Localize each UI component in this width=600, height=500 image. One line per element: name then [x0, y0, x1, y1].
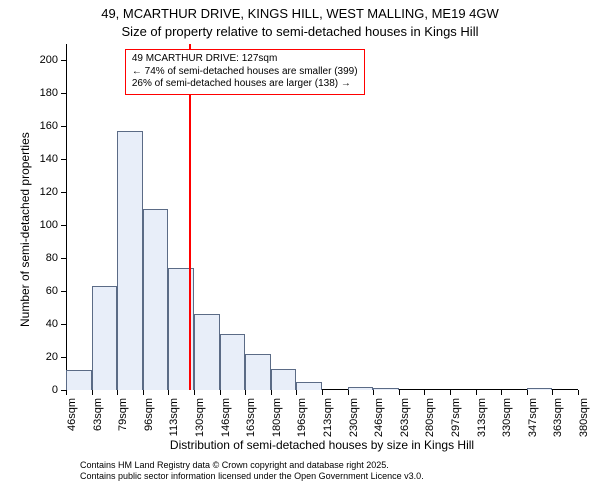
y-tick-label: 80 — [28, 252, 58, 264]
x-tick — [168, 390, 169, 395]
histogram-bar — [117, 131, 143, 390]
credits-line: Contains public sector information licen… — [80, 471, 424, 482]
x-tick — [271, 390, 272, 395]
x-tick-label: 79sqm — [117, 398, 129, 438]
x-tick-label: 297sqm — [450, 398, 462, 438]
histogram-bar — [527, 388, 553, 390]
x-tick — [117, 390, 118, 395]
y-tick — [61, 324, 66, 325]
histogram-bar — [245, 354, 271, 390]
x-tick-label: 113sqm — [168, 398, 180, 438]
y-tick — [61, 291, 66, 292]
x-tick — [92, 390, 93, 395]
y-tick-label: 120 — [28, 186, 58, 198]
x-tick-label: 313sqm — [476, 398, 488, 438]
x-tick — [552, 390, 553, 395]
x-axis-label: Distribution of semi-detached houses by … — [66, 438, 578, 452]
histogram-bar — [143, 209, 169, 390]
x-tick — [194, 390, 195, 395]
x-tick-label: 130sqm — [194, 398, 206, 438]
chart-wrapper: 49, MCARTHUR DRIVE, KINGS HILL, WEST MAL… — [0, 0, 600, 500]
histogram-bar — [220, 334, 246, 390]
x-tick-label: 163sqm — [245, 398, 257, 438]
plot-area: 49 MCARTHUR DRIVE: 127sqm← 74% of semi-d… — [66, 44, 578, 390]
y-tick-label: 100 — [28, 219, 58, 231]
histogram-bar — [66, 370, 92, 390]
chart-title-line2: Size of property relative to semi-detach… — [0, 24, 600, 40]
x-tick-label: 347sqm — [527, 398, 539, 438]
x-tick — [578, 390, 579, 395]
y-tick — [61, 60, 66, 61]
x-tick — [450, 390, 451, 395]
histogram-bar — [296, 382, 322, 390]
x-tick-label: 63sqm — [92, 398, 104, 438]
histogram-bar — [92, 286, 118, 390]
x-tick — [527, 390, 528, 395]
y-tick — [61, 225, 66, 226]
y-tick-label: 200 — [28, 54, 58, 66]
annotation-line: ← 74% of semi-detached houses are smalle… — [132, 66, 358, 79]
x-tick-label: 380sqm — [578, 398, 590, 438]
annotation-line: 49 MCARTHUR DRIVE: 127sqm — [132, 53, 358, 66]
x-tick — [66, 390, 67, 395]
x-tick — [476, 390, 477, 395]
x-tick — [322, 390, 323, 395]
x-tick — [245, 390, 246, 395]
x-tick — [424, 390, 425, 395]
y-tick — [61, 159, 66, 160]
x-tick-label: 146sqm — [220, 398, 232, 438]
y-axis-line — [66, 44, 67, 390]
y-tick-label: 180 — [28, 87, 58, 99]
histogram-bar — [194, 314, 220, 390]
y-tick-label: 40 — [28, 318, 58, 330]
x-tick — [296, 390, 297, 395]
x-tick-label: 363sqm — [552, 398, 564, 438]
x-tick-label: 96sqm — [143, 398, 155, 438]
x-tick-label: 280sqm — [424, 398, 436, 438]
x-tick-label: 330sqm — [501, 398, 513, 438]
x-tick-label: 230sqm — [348, 398, 360, 438]
x-tick-label: 196sqm — [296, 398, 308, 438]
y-tick — [61, 93, 66, 94]
y-tick — [61, 357, 66, 358]
x-tick-label: 263sqm — [399, 398, 411, 438]
subject-marker-line — [189, 44, 191, 390]
x-tick — [220, 390, 221, 395]
y-tick-label: 140 — [28, 153, 58, 165]
y-tick-label: 160 — [28, 120, 58, 132]
x-tick — [501, 390, 502, 395]
annotation-box: 49 MCARTHUR DRIVE: 127sqm← 74% of semi-d… — [125, 49, 365, 95]
y-tick — [61, 258, 66, 259]
x-tick — [348, 390, 349, 395]
y-tick — [61, 192, 66, 193]
y-tick-label: 60 — [28, 285, 58, 297]
histogram-bar — [348, 387, 374, 390]
y-tick-label: 20 — [28, 351, 58, 363]
x-tick — [399, 390, 400, 395]
credits-line: Contains HM Land Registry data © Crown c… — [80, 460, 424, 471]
annotation-line: 26% of semi-detached houses are larger (… — [132, 78, 358, 91]
x-tick — [373, 390, 374, 395]
histogram-bar — [271, 369, 297, 390]
x-tick — [143, 390, 144, 395]
x-tick-label: 46sqm — [66, 398, 78, 438]
y-tick — [61, 126, 66, 127]
chart-title-line1: 49, MCARTHUR DRIVE, KINGS HILL, WEST MAL… — [0, 6, 600, 22]
x-tick-label: 246sqm — [373, 398, 385, 438]
x-tick-label: 213sqm — [322, 398, 334, 438]
x-tick-label: 180sqm — [271, 398, 283, 438]
credits-text: Contains HM Land Registry data © Crown c… — [80, 460, 424, 483]
y-tick-label: 0 — [28, 384, 58, 396]
histogram-bar — [373, 388, 399, 390]
